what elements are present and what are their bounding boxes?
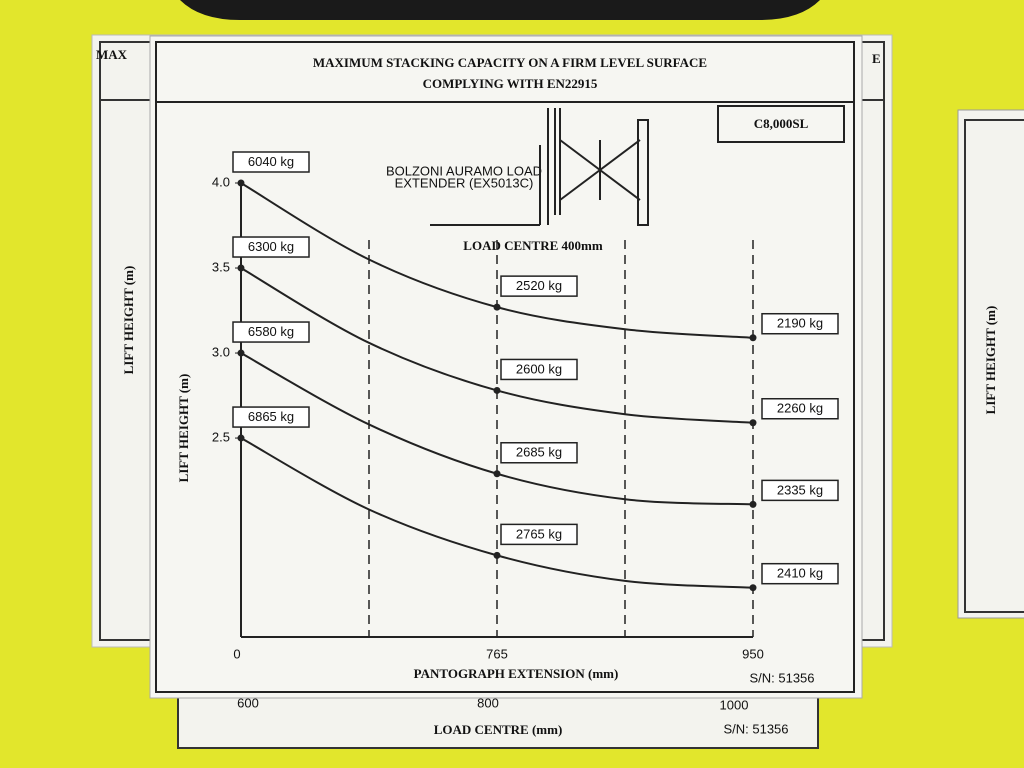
y-tick-label: 2.5 <box>212 429 230 444</box>
back-y-label: LIFT HEIGHT (m) <box>121 266 136 375</box>
point-label: 6040 kg <box>248 154 294 169</box>
model-box <box>717 105 845 143</box>
point-label: 2335 kg <box>777 482 823 497</box>
label-box <box>232 151 310 173</box>
point-label: 2520 kg <box>516 278 562 293</box>
back-title: E <box>872 51 881 66</box>
extender-icon <box>430 108 649 226</box>
point <box>749 334 757 342</box>
label-box <box>761 562 839 585</box>
x-tick-label: 950 <box>742 646 764 661</box>
point-label: 2260 kg <box>777 401 823 416</box>
point-label: 2410 kg <box>777 566 823 581</box>
right-frame <box>964 119 1024 613</box>
label-box <box>500 358 578 381</box>
label-box <box>500 275 578 297</box>
right-y-label: LIFT HEIGHT (m) <box>983 306 998 415</box>
label-box <box>232 236 310 258</box>
dark-shape <box>180 0 820 20</box>
bottom-tick: 800 <box>477 695 499 710</box>
bottom-serial: S/N: 51356 <box>723 721 788 736</box>
point <box>493 551 501 559</box>
label-box <box>761 479 839 502</box>
point <box>493 303 501 311</box>
y-tick-label: 4.0 <box>212 174 230 189</box>
bottom-label: LOAD CENTRE (mm) <box>434 722 563 737</box>
x-tick-label: 0 <box>233 646 240 661</box>
point <box>237 349 245 357</box>
point <box>493 386 501 394</box>
bottom-tick: 1000 <box>720 697 749 712</box>
load-centre: LOAD CENTRE 400mm <box>463 238 603 253</box>
label-box <box>500 523 578 546</box>
model: C8,000SL <box>754 116 809 131</box>
label-box <box>500 442 578 464</box>
point-label: 2765 kg <box>516 526 562 541</box>
point-label: 2190 kg <box>777 316 823 331</box>
label-box <box>761 398 839 420</box>
point <box>237 434 245 442</box>
front-frame <box>155 41 855 693</box>
point <box>749 500 757 508</box>
back-title: MAX <box>96 47 128 62</box>
point-label: 6865 kg <box>248 409 294 424</box>
y-tick-label: 3.5 <box>212 259 230 274</box>
x-tick-label: 765 <box>486 646 508 661</box>
title: COMPLYING WITH EN22915 <box>423 76 598 91</box>
serial: S/N: 51356 <box>749 670 814 685</box>
bottom-tick: 600 <box>237 695 259 710</box>
attachment: EXTENDER (EX5013C) <box>395 175 534 190</box>
point <box>237 179 245 187</box>
attachment: BOLZONI AURAMO LOAD <box>386 163 542 178</box>
y-axis-label: LIFT HEIGHT (m) <box>176 374 191 483</box>
point <box>237 264 245 272</box>
point-label: 2600 kg <box>516 361 562 376</box>
label-box <box>761 312 839 335</box>
point-label: 6580 kg <box>248 324 294 339</box>
x-axis-label: PANTOGRAPH EXTENSION (mm) <box>414 666 619 681</box>
title: MAXIMUM STACKING CAPACITY ON A FIRM LEVE… <box>313 55 707 70</box>
label-box <box>232 321 310 343</box>
point <box>749 584 757 592</box>
point-label: 2685 kg <box>516 445 562 460</box>
point <box>749 419 757 427</box>
y-tick-label: 3.0 <box>212 344 230 359</box>
point-label: 6300 kg <box>248 239 294 254</box>
point <box>493 470 501 478</box>
label-box <box>232 406 310 428</box>
right-plate <box>957 109 1024 619</box>
